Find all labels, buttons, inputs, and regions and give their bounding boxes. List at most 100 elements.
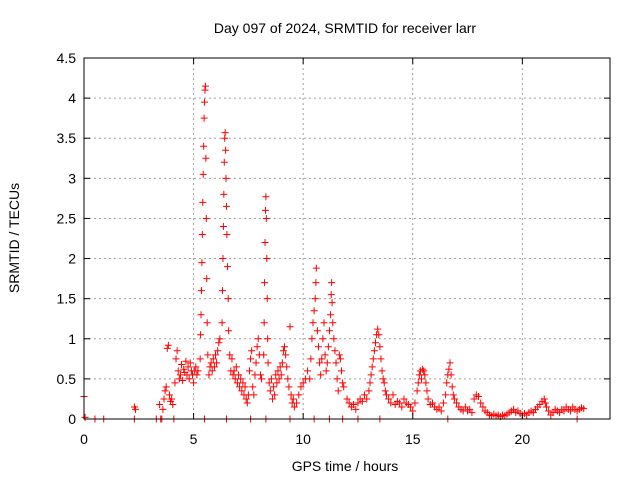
data-point [176, 371, 184, 379]
data-point [413, 387, 421, 395]
data-point [197, 331, 205, 339]
data-point [203, 319, 211, 327]
data-point [285, 383, 293, 391]
data-point [423, 387, 431, 395]
data-point [190, 379, 198, 387]
data-point [230, 367, 238, 375]
data-point [256, 371, 264, 379]
data-point [336, 355, 344, 363]
y-axis-label: SRMTID / TECUs [6, 183, 22, 293]
data-point [340, 383, 348, 391]
data-point [219, 222, 227, 230]
data-point [475, 393, 482, 401]
data-point [307, 355, 315, 363]
data-point [375, 331, 383, 339]
y-tick-label: 4.5 [57, 50, 77, 66]
data-point [365, 387, 373, 395]
data-point [243, 399, 251, 407]
data-point [253, 343, 261, 351]
data-point [332, 359, 340, 367]
data-point [235, 371, 243, 379]
data-point [380, 379, 388, 387]
data-point [448, 383, 456, 391]
data-point [369, 355, 377, 363]
data-point [192, 363, 200, 371]
data-point [331, 347, 339, 355]
data-point [376, 343, 384, 351]
data-point [220, 158, 228, 166]
data-point [343, 395, 351, 403]
data-point [267, 375, 275, 383]
data-point [323, 359, 331, 367]
data-point [282, 351, 290, 359]
data-point [420, 367, 428, 375]
data-point [286, 323, 294, 331]
data-point [163, 344, 171, 352]
data-point [232, 363, 240, 371]
data-point [567, 407, 575, 415]
data-point [201, 82, 209, 90]
data-point [293, 399, 301, 407]
data-point [450, 395, 458, 403]
data-point [261, 239, 269, 247]
data-point [287, 391, 295, 399]
data-point [262, 193, 270, 201]
data-point [279, 347, 287, 355]
data-point [184, 363, 192, 371]
data-point [180, 365, 188, 373]
data-point [199, 170, 207, 178]
data-point [252, 359, 260, 367]
data-point [275, 375, 283, 383]
data-point [468, 409, 476, 417]
data-point [164, 341, 172, 349]
data-point [165, 391, 173, 399]
data-point [414, 379, 422, 387]
data-point [200, 114, 208, 122]
data-point [248, 347, 256, 355]
data-point [540, 395, 548, 403]
x-tick-label: 15 [405, 431, 421, 447]
data-point [354, 399, 362, 407]
data-point [350, 401, 358, 409]
data-point [374, 325, 382, 333]
data-point [283, 363, 291, 371]
data-point [226, 351, 234, 359]
data-point [387, 399, 395, 407]
data-point [278, 359, 286, 367]
data-point [327, 311, 335, 319]
data-point [249, 383, 257, 391]
data-point [304, 367, 312, 375]
data-point [419, 365, 427, 373]
data-point [274, 367, 282, 375]
data-point [437, 407, 445, 415]
data-point [169, 401, 177, 409]
data-point [205, 371, 213, 379]
data-point [312, 279, 320, 287]
data-point [220, 190, 228, 198]
data-point [161, 387, 169, 395]
data-point [271, 391, 279, 399]
y-tick-label: 1.5 [57, 291, 77, 307]
data-point [411, 399, 419, 407]
data-point [270, 383, 278, 391]
data-point [202, 214, 210, 222]
x-tick-label: 0 [80, 431, 88, 447]
data-point [330, 335, 338, 343]
data-points [80, 82, 588, 423]
data-point [363, 395, 371, 403]
grid-lines [84, 58, 610, 419]
data-point [345, 399, 353, 407]
data-point [245, 367, 253, 375]
y-tick-label: 2 [68, 251, 76, 267]
data-point [325, 327, 333, 335]
data-point [435, 403, 443, 411]
data-point [254, 335, 262, 343]
data-point [442, 391, 450, 399]
data-point [202, 154, 210, 162]
data-point [263, 255, 271, 263]
data-point [218, 319, 226, 327]
data-point [222, 202, 230, 210]
data-point [316, 359, 324, 367]
